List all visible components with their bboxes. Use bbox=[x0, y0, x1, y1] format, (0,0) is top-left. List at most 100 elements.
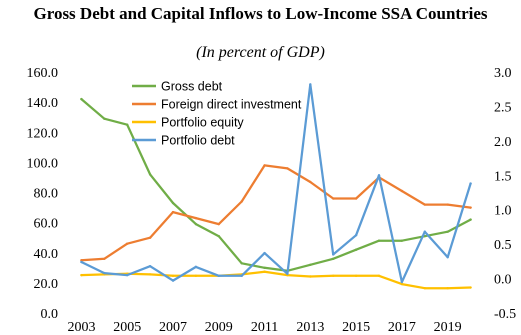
x-tick-label: 2007 bbox=[159, 320, 187, 335]
series-lines bbox=[80, 83, 472, 290]
gross-debt-line bbox=[80, 97, 472, 272]
gross-debt-point bbox=[263, 266, 266, 270]
portfolio-equity-point bbox=[400, 282, 404, 286]
foreign-direct-investment-point bbox=[309, 180, 312, 184]
portfolio-debt-point bbox=[423, 230, 426, 233]
right-tick-label: 1.5 bbox=[494, 169, 512, 184]
left-tick-label: 80.0 bbox=[34, 187, 59, 202]
x-tick-label: 2009 bbox=[205, 320, 233, 335]
right-axis-ticks: -0.5 0.0 0.5 1.0 1.5 2.0 2.5 3.0 bbox=[494, 66, 516, 322]
legend-label: Portfolio debt bbox=[161, 134, 235, 148]
foreign-direct-investment-point bbox=[240, 200, 243, 203]
portfolio-equity-point bbox=[469, 286, 472, 289]
left-tick-label: 140.0 bbox=[27, 96, 59, 111]
portfolio-debt-point bbox=[148, 264, 152, 268]
portfolio-debt-point bbox=[240, 274, 243, 278]
x-axis-ticks: 2003 2005 2007 2009 2011 2013 2015 2017 2019 bbox=[67, 320, 461, 335]
portfolio-debt-point bbox=[103, 271, 106, 275]
gross-debt-point bbox=[194, 222, 198, 226]
right-tick-label: 1.0 bbox=[494, 204, 512, 219]
portfolio-equity-point bbox=[171, 274, 175, 278]
left-tick-label: 160.0 bbox=[27, 66, 59, 81]
left-tick-label: 100.0 bbox=[27, 156, 59, 171]
foreign-direct-investment-point bbox=[80, 259, 83, 262]
portfolio-debt-point bbox=[217, 274, 220, 278]
chart-title: Gross Debt and Capital Inflows to Low-In… bbox=[33, 4, 488, 23]
x-tick-label: 2011 bbox=[251, 320, 278, 335]
legend-label: Gross debt bbox=[161, 80, 223, 94]
x-tick-label: 2005 bbox=[113, 320, 141, 335]
gross-debt-point bbox=[309, 263, 312, 266]
x-tick-label: 2015 bbox=[342, 320, 370, 335]
gross-debt-point bbox=[126, 123, 129, 126]
left-tick-label: 40.0 bbox=[34, 247, 59, 262]
right-tick-label: 2.0 bbox=[494, 135, 512, 150]
portfolio-debt-point bbox=[80, 260, 83, 264]
portfolio-debt-point bbox=[377, 174, 381, 177]
foreign-direct-investment-point bbox=[217, 222, 220, 226]
gross-debt-point bbox=[148, 173, 152, 176]
legend-label: Foreign direct investment bbox=[161, 98, 302, 112]
portfolio-equity-line bbox=[80, 270, 472, 290]
foreign-direct-investment-point bbox=[126, 242, 129, 245]
foreign-direct-investment-point bbox=[446, 203, 449, 206]
gross-debt-point bbox=[103, 117, 106, 120]
gross-debt-point bbox=[240, 262, 243, 265]
gross-debt-point bbox=[80, 97, 83, 101]
portfolio-debt-point bbox=[400, 280, 404, 284]
gross-debt-point bbox=[217, 234, 220, 238]
foreign-direct-investment-point bbox=[423, 203, 426, 206]
foreign-direct-investment-point bbox=[469, 206, 472, 209]
right-tick-label: 2.5 bbox=[494, 100, 512, 115]
foreign-direct-investment-point bbox=[103, 257, 106, 260]
foreign-direct-investment-point bbox=[171, 210, 175, 214]
portfolio-equity-point bbox=[332, 274, 335, 278]
gross-debt-point bbox=[446, 230, 449, 233]
foreign-direct-investment-point bbox=[286, 167, 289, 170]
portfolio-debt-point bbox=[194, 265, 198, 269]
portfolio-debt-point bbox=[263, 251, 266, 255]
x-tick-label: 2003 bbox=[67, 320, 95, 335]
right-tick-label: 3.0 bbox=[494, 66, 512, 81]
x-tick-label: 2019 bbox=[434, 320, 462, 335]
legend-label: Portfolio equity bbox=[161, 116, 244, 130]
portfolio-equity-point bbox=[354, 274, 358, 278]
portfolio-debt-line bbox=[80, 83, 472, 284]
gross-debt-point bbox=[377, 239, 381, 242]
foreign-direct-investment-line bbox=[80, 164, 472, 262]
right-tick-label: -0.5 bbox=[494, 307, 516, 322]
portfolio-debt-point bbox=[354, 233, 358, 237]
right-tick-label: 0.5 bbox=[494, 238, 512, 253]
portfolio-debt-point bbox=[171, 279, 175, 282]
portfolio-debt-point bbox=[332, 253, 335, 256]
gross-debt-point bbox=[469, 218, 472, 221]
portfolio-debt-point bbox=[286, 272, 289, 275]
foreign-direct-investment-point bbox=[263, 164, 266, 167]
left-tick-label: 0.0 bbox=[41, 307, 59, 322]
x-tick-label: 2013 bbox=[296, 320, 324, 335]
left-axis-ticks: 0.0 20.0 40.0 60.0 80.0 100.0 120.0 140.0 160.0 bbox=[27, 66, 59, 322]
foreign-direct-investment-point bbox=[332, 197, 335, 200]
gross-debt-point bbox=[400, 239, 404, 242]
gross-debt-point bbox=[332, 257, 335, 260]
right-tick-label: 0.0 bbox=[494, 273, 512, 288]
left-tick-label: 20.0 bbox=[34, 277, 59, 292]
gross-debt-point bbox=[354, 248, 358, 251]
left-tick-label: 60.0 bbox=[34, 217, 59, 232]
portfolio-debt-point bbox=[446, 256, 449, 259]
portfolio-equity-point bbox=[80, 273, 83, 277]
foreign-direct-investment-point bbox=[354, 197, 358, 200]
legend: Gross debt Foreign direct investment Portf… bbox=[132, 80, 302, 148]
foreign-direct-investment-point bbox=[194, 216, 198, 220]
left-tick-label: 120.0 bbox=[27, 126, 59, 141]
portfolio-equity-point bbox=[263, 270, 266, 273]
portfolio-equity-point bbox=[309, 275, 312, 278]
portfolio-equity-point bbox=[194, 274, 198, 278]
portfolio-equity-point bbox=[446, 287, 449, 290]
foreign-direct-investment-point bbox=[400, 189, 404, 193]
foreign-direct-investment-point bbox=[148, 236, 152, 239]
portfolio-debt-point bbox=[469, 182, 472, 185]
portfolio-debt-point bbox=[126, 273, 129, 277]
chart-subtitle: (In percent of GDP) bbox=[196, 44, 325, 61]
